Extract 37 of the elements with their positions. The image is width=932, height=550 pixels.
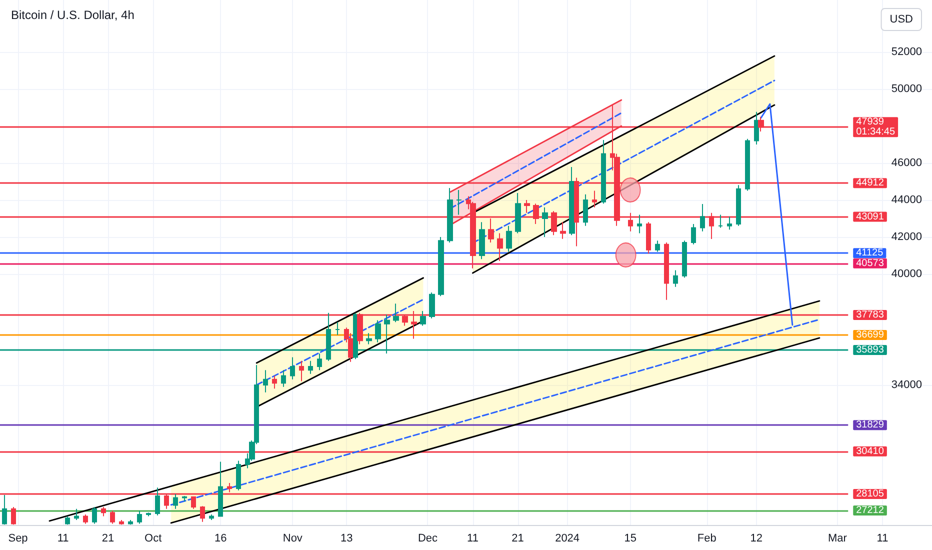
x-tick-label: 21 xyxy=(102,532,114,544)
ref-line-label: 40573 xyxy=(856,258,884,269)
x-tick-label: Nov xyxy=(282,532,303,544)
y-tick-label: 40000 xyxy=(891,268,922,280)
x-tick-label: 16 xyxy=(214,532,227,544)
y-tick-label: 50000 xyxy=(891,82,922,95)
x-tick-label: Oct xyxy=(144,532,162,544)
x-tick-label: 11 xyxy=(57,532,69,544)
x-tick-label: Feb xyxy=(697,532,716,544)
x-tick-label: 11 xyxy=(467,532,478,544)
ref-line-label: 30410 xyxy=(856,446,884,457)
x-tick-label: 15 xyxy=(624,532,636,544)
y-tick-label: 42000 xyxy=(891,230,922,243)
ref-line-label: 44912 xyxy=(856,178,884,189)
x-tick-label: Mar xyxy=(828,532,848,544)
ref-line-label: 47939 01:34:45 xyxy=(856,116,896,138)
annotation: USD xyxy=(890,14,914,26)
y-tick-label: 46000 xyxy=(891,156,922,169)
ref-line-label: 28105 xyxy=(856,488,884,500)
y-tick-label: 44000 xyxy=(891,194,922,206)
x-tick-label: 2024 xyxy=(555,532,580,544)
text: Bitcoin / U.S. Dollar, 4h xyxy=(11,8,134,22)
x-tick-label: 13 xyxy=(340,532,353,544)
x-tick-label: Sep xyxy=(8,532,28,544)
ref-line-label: 37783 xyxy=(856,309,884,320)
ref-line-label: 31829 xyxy=(856,420,884,431)
ref-line-label: 35893 xyxy=(856,344,884,356)
y-tick-label: 34000 xyxy=(891,378,922,391)
ref-line-label: 43091 xyxy=(856,211,884,222)
y-tick-label: 52000 xyxy=(891,46,922,58)
ref-line-label: 41125 xyxy=(856,248,884,259)
x-tick-label: 11 xyxy=(876,532,888,544)
ref-line-label: 27212 xyxy=(856,505,884,516)
ref-line-label: 36699 xyxy=(856,330,884,341)
x-tick-label: 12 xyxy=(750,532,763,544)
x-tick-label: Dec xyxy=(418,532,438,544)
x-tick-label: 21 xyxy=(512,532,524,544)
